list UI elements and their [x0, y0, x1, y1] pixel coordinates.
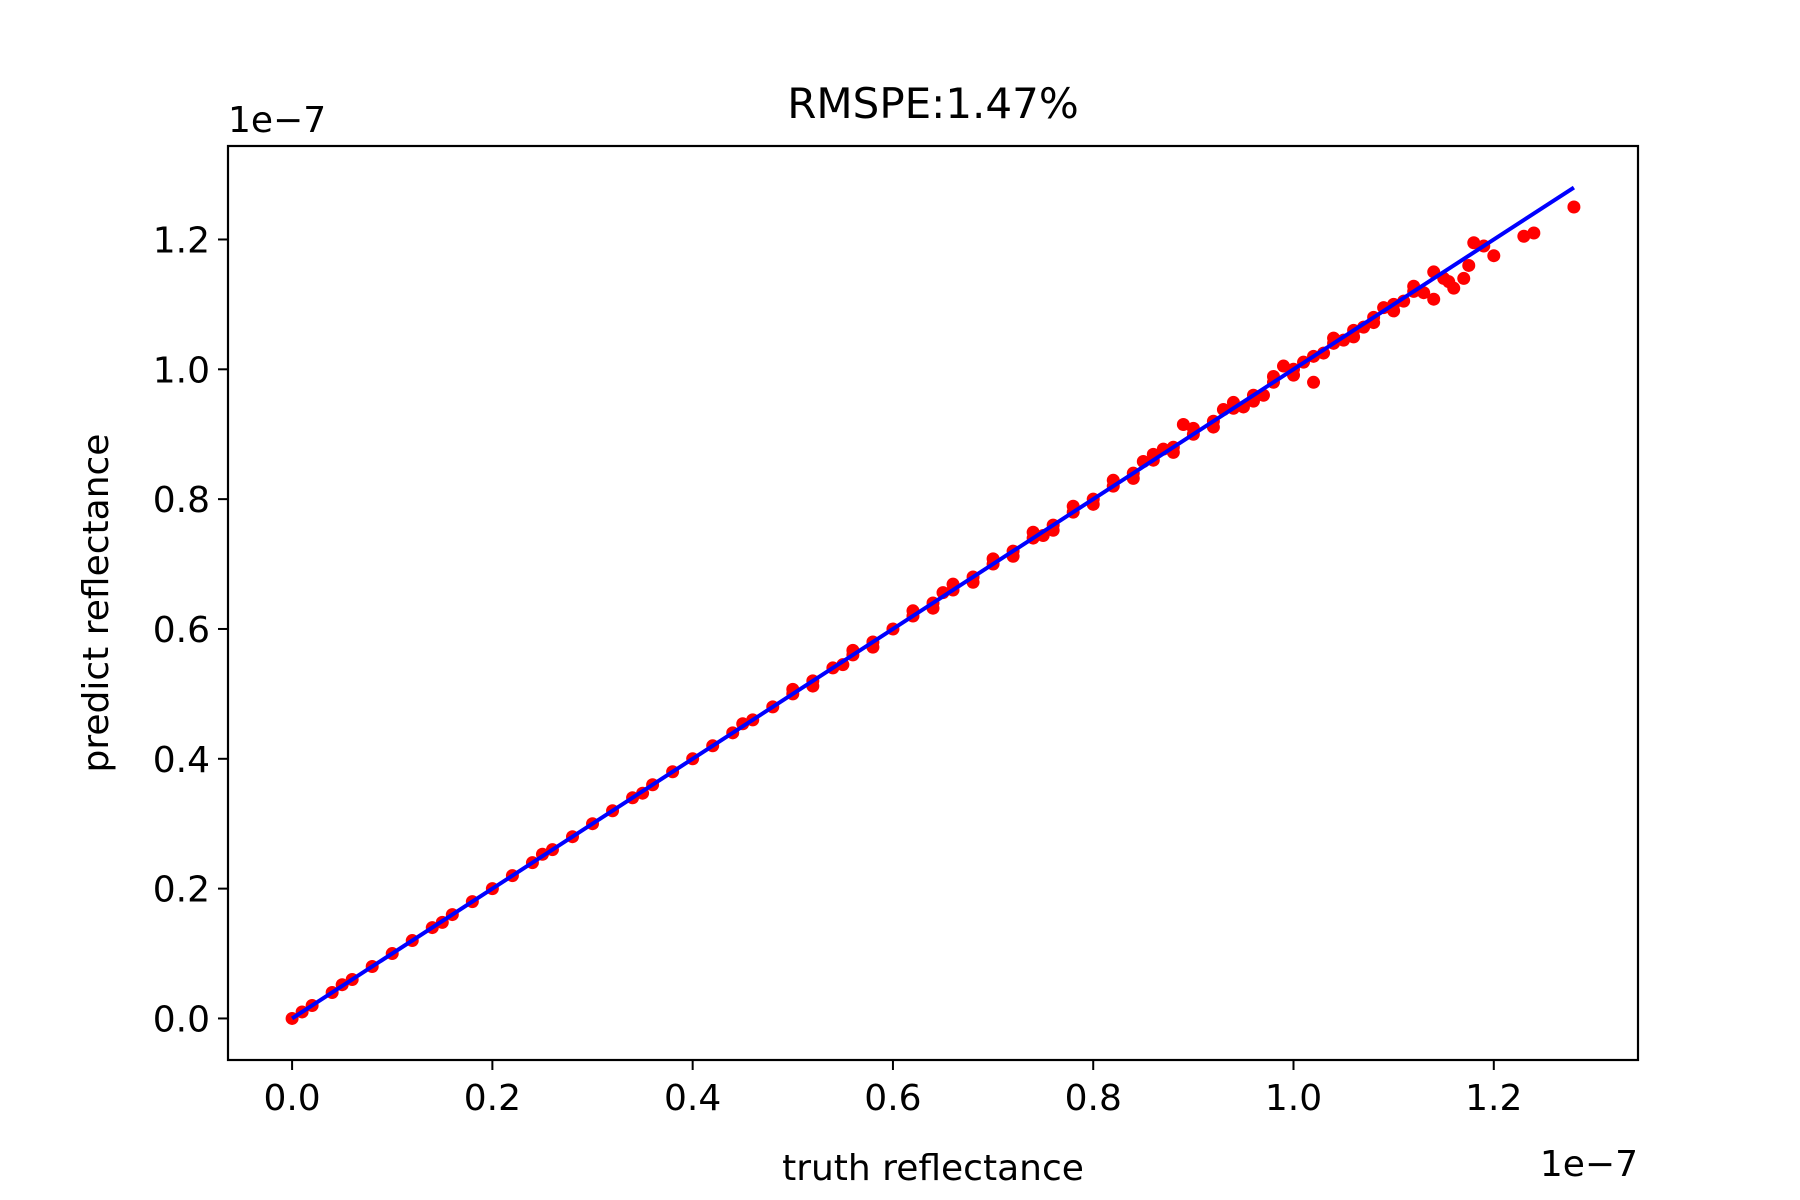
scatter-point — [1467, 236, 1481, 250]
scatter-point — [1442, 275, 1456, 289]
scatter-point — [1427, 292, 1441, 306]
scatter-point — [1307, 375, 1321, 389]
y-tick-label: 0.4 — [153, 740, 210, 781]
scatter-point — [1457, 271, 1471, 285]
y-axis-label: predict reflectance — [76, 434, 117, 773]
scatter-point — [1487, 249, 1501, 263]
scatter-point — [1527, 226, 1541, 240]
x-axis: 0.0 0.2 0.4 0.6 0.8 1.0 1.2 — [263, 1060, 1522, 1119]
scatter-point — [1176, 417, 1190, 431]
x-axis-offset-label: 1e−7 — [1540, 1144, 1638, 1185]
y-tick-label: 0.6 — [153, 610, 210, 651]
plot-area — [285, 185, 1581, 1025]
x-tick-label: 0.8 — [1065, 1078, 1122, 1119]
x-tick-label: 0.0 — [263, 1078, 320, 1119]
scatter-point — [1462, 258, 1476, 272]
axes-frame — [226, 144, 1640, 1062]
chart-title: RMSPE:1.47% — [787, 79, 1079, 128]
y-tick-label: 1.0 — [153, 350, 210, 391]
x-tick-label: 0.4 — [664, 1078, 721, 1119]
y-tick-label: 0.8 — [153, 480, 210, 521]
x-tick-label: 0.6 — [864, 1078, 921, 1119]
scatter-point — [1567, 200, 1581, 214]
scatter-point — [1517, 229, 1531, 243]
fit-line — [291, 185, 1575, 1021]
x-axis-label: truth reflectance — [782, 1148, 1084, 1189]
scatter-point — [1417, 286, 1431, 300]
y-axis-offset-label: 1e−7 — [228, 100, 326, 141]
x-tick-label: 0.2 — [464, 1078, 521, 1119]
x-tick-label: 1.2 — [1465, 1078, 1522, 1119]
y-tick-label: 0.0 — [153, 999, 210, 1040]
y-axis: 0.0 0.2 0.4 0.6 0.8 1.0 1.2 — [153, 220, 228, 1040]
y-tick-label: 0.2 — [153, 870, 210, 911]
scatter-point — [1277, 359, 1290, 373]
y-tick-label: 1.2 — [153, 220, 210, 261]
x-tick-label: 1.0 — [1265, 1078, 1322, 1119]
